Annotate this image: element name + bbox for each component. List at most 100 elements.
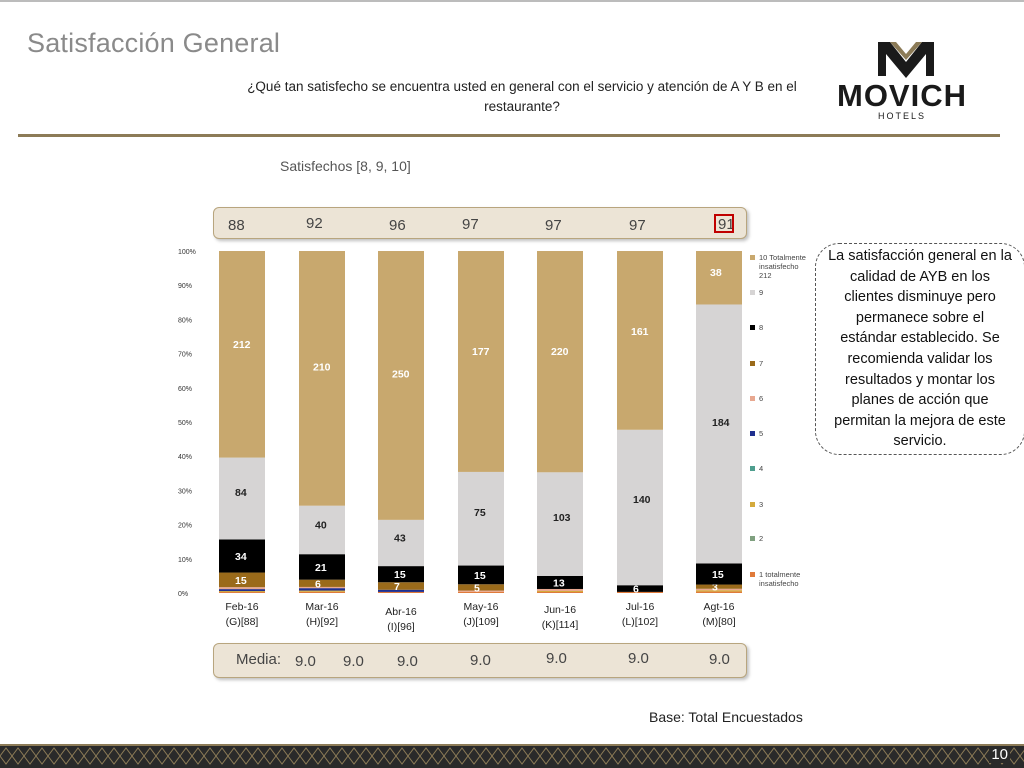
bar-segment	[696, 588, 742, 591]
bar-data-label: 161	[631, 326, 649, 338]
legend-label-extra: 212	[759, 271, 772, 280]
bar-segment	[458, 251, 504, 472]
bar-segment	[378, 589, 424, 592]
satisfied-value: 97	[462, 216, 479, 233]
mean-value: 9.0	[343, 653, 364, 670]
x-tick-code: (I)[96]	[387, 621, 415, 633]
bar-data-label: 103	[553, 512, 571, 524]
y-tick-label: 50%	[178, 420, 192, 427]
legend-swatch	[750, 572, 755, 577]
bar-data-label: 40	[315, 519, 327, 531]
top-border	[0, 0, 1024, 2]
bar-segment	[537, 251, 583, 473]
satisfied-label: Satisfechos [8, 9, 10]	[280, 158, 411, 174]
logo-brand: MOVICH	[837, 78, 967, 113]
legend-swatch	[750, 396, 755, 401]
satisfied-value: 97	[545, 217, 562, 234]
legend-swatch	[750, 536, 755, 541]
bar-segment	[299, 579, 345, 587]
legend-label: 5	[759, 429, 763, 438]
x-tick-month: Jul-16	[626, 601, 655, 613]
x-tick-code: (H)[92]	[306, 616, 338, 628]
mean-label: Media:	[236, 651, 282, 668]
bar-data-label: 6	[315, 578, 321, 590]
bar-data-label: 13	[553, 577, 565, 589]
bar-segment	[696, 304, 742, 564]
x-tick-month: Jun-16	[544, 604, 576, 616]
bar-data-label: 184	[712, 417, 730, 429]
insight-callout: La satisfacción general en la calidad de…	[815, 243, 1024, 455]
bar-data-label: 250	[392, 368, 410, 380]
legend-swatch	[750, 361, 755, 366]
legend-label: insatisfecho	[759, 579, 799, 588]
satisfied-value: 96	[389, 217, 406, 234]
bar-segment	[537, 590, 583, 592]
bar-segment	[378, 591, 424, 593]
bar-segment	[219, 251, 265, 458]
x-tick-month: Feb-16	[225, 601, 258, 613]
legend-label: 1 totalmente	[759, 570, 800, 579]
bar-segment	[299, 554, 345, 580]
y-tick-label: 30%	[178, 488, 192, 495]
bar-segment	[219, 457, 265, 540]
legend-swatch	[750, 431, 755, 436]
logo-sub: HOTELS	[878, 111, 926, 121]
legend-label: 10 Totalmente	[759, 253, 806, 262]
bar-segment	[458, 565, 504, 585]
bar-segment	[696, 584, 742, 589]
y-tick-label: 80%	[178, 317, 192, 324]
bar-segment	[299, 591, 345, 593]
bar-segment	[696, 563, 742, 585]
x-tick-month: Mar-16	[305, 601, 338, 613]
x-tick-month: Abr-16	[385, 606, 417, 618]
y-tick-label: 70%	[178, 352, 192, 359]
legend-swatch	[750, 325, 755, 330]
y-tick-label: 90%	[178, 283, 192, 290]
bar-data-label: 7	[394, 581, 400, 593]
slide-title: Satisfacción General	[27, 28, 281, 58]
bar-data-label: 75	[474, 507, 486, 519]
bar-segment	[219, 589, 265, 592]
satisfied-band	[213, 207, 747, 239]
y-tick-label: 60%	[178, 386, 192, 393]
bar-segment	[537, 472, 583, 576]
bar-segment	[219, 591, 265, 593]
bar-data-label: 6	[633, 584, 639, 596]
bar-data-label: 15	[394, 569, 406, 581]
bar-segment	[299, 586, 345, 589]
bar-data-label: 5	[474, 582, 480, 594]
bar-segment	[299, 588, 345, 591]
bar-segment	[537, 591, 583, 593]
y-tick-label: 0%	[178, 591, 188, 598]
bar-segment	[458, 471, 504, 566]
legend-label: 4	[759, 464, 763, 473]
x-tick-code: (M)[80]	[702, 616, 735, 628]
bar-data-label: 15	[235, 575, 247, 587]
bar-segment	[219, 572, 265, 588]
bar-segment	[617, 251, 663, 430]
bar-data-label: 212	[233, 339, 251, 351]
bar-data-label: 43	[394, 533, 406, 545]
base-note: Base: Total Encuestados	[649, 709, 803, 725]
bar-segment	[378, 566, 424, 583]
legend-label: 9	[759, 288, 763, 297]
bar-segment	[617, 585, 663, 592]
bar-segment	[458, 584, 504, 591]
bar-segment	[537, 575, 583, 589]
legend-label: 8	[759, 323, 763, 332]
bar-segment	[219, 592, 265, 593]
bar-segment	[378, 251, 424, 520]
bar-segment	[378, 519, 424, 567]
legend-swatch	[750, 290, 755, 295]
legend-label: 7	[759, 359, 763, 368]
x-tick-code: (L)[102]	[622, 616, 658, 628]
bar-data-label: 220	[551, 346, 569, 358]
highlight-box	[714, 214, 734, 233]
x-tick-month: Agt-16	[704, 601, 735, 613]
bar-segment	[299, 590, 345, 592]
survey-question: ¿Qué tan satisfecho se encuentra usted e…	[247, 79, 797, 114]
legend-swatch	[750, 466, 755, 471]
bar-data-label: 34	[235, 551, 247, 563]
mean-value: 9.0	[709, 651, 730, 668]
bar-data-label: 15	[712, 569, 724, 581]
